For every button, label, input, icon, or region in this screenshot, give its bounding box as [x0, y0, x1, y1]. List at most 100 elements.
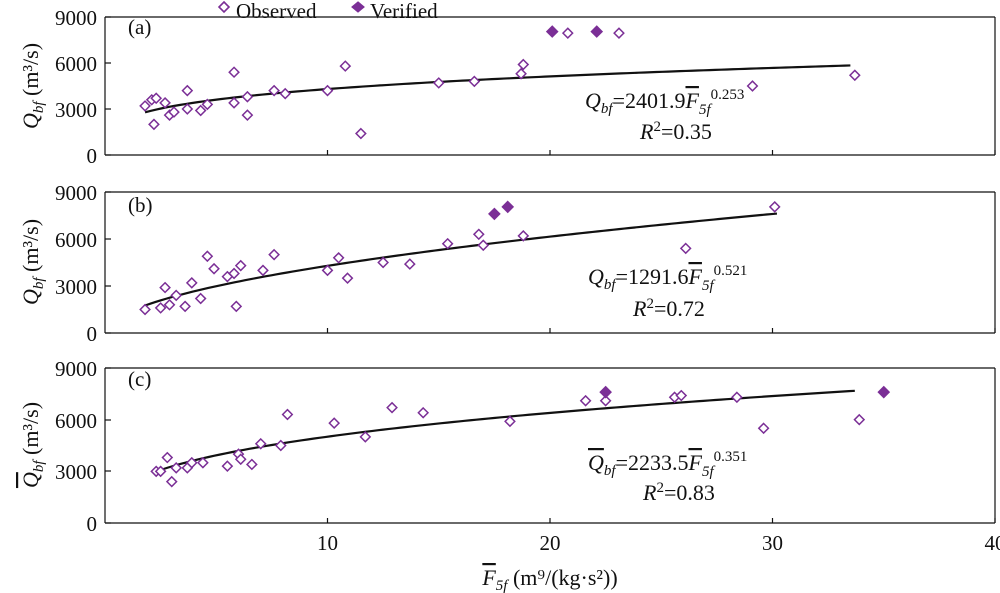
verified-point	[545, 25, 559, 38]
panel-a-y-axis-title: Qbf (m³/s)	[18, 43, 47, 129]
panel-a-equation-variable-subscript: 5f	[699, 102, 713, 118]
observed-point	[848, 69, 861, 82]
panel-b-equation-lhs-subscript: bf	[604, 277, 618, 293]
panel-b-y-axis-title-unit: (m³/s)	[18, 219, 43, 278]
panel-a-y-tick-label: 9000	[55, 6, 97, 30]
panel-c-equation-lhs-subscript: bf	[604, 463, 618, 479]
panel-a-y-axis-title-unit: (m³/s)	[18, 43, 43, 102]
panel-a-r-squared-superscript: 2	[653, 119, 661, 135]
x-tick-label: 10	[317, 531, 338, 555]
observed-point	[268, 84, 280, 97]
observed-point	[194, 292, 207, 305]
observed-point	[201, 98, 214, 111]
observed-point	[179, 300, 191, 313]
observed-point	[355, 127, 367, 140]
observed-point	[181, 103, 194, 115]
panel-a: 9000 6000 3000 0 (a) Qbf (m³/s) Qbf=2401…	[18, 6, 996, 168]
panel-c-equation-coefficient: =2233.5	[616, 450, 689, 475]
panel-c-r-squared-symbol: R	[642, 480, 657, 505]
panel-b-equation: Qbf=1291.6F5f0.521	[588, 263, 747, 294]
observed-point	[679, 242, 692, 255]
observed-point	[185, 456, 198, 469]
observed-point	[139, 100, 151, 112]
panel-c-equation-lhs: Q	[588, 450, 604, 475]
observed-point	[148, 118, 160, 131]
observed-point	[477, 239, 490, 252]
x-tick-label: 40	[985, 531, 1000, 555]
panel-a-equation-coefficient: =2401.9	[613, 88, 686, 113]
x-axis-title: F5f (m⁹/(kg·s²))	[481, 565, 617, 593]
panel-b-tag: (b)	[128, 193, 153, 217]
panel-a-equation-lhs: Q	[585, 88, 601, 113]
observed-point	[517, 230, 530, 242]
observed-point	[339, 60, 352, 72]
observed-point	[241, 109, 254, 121]
panel-c-equation-exponent: 0.351	[714, 449, 748, 465]
panel-c-y-tick-label: 0	[87, 512, 98, 536]
observed-point	[599, 394, 612, 407]
observed-point	[359, 431, 372, 443]
panel-a-r-squared-value: =0.35	[661, 119, 712, 144]
panel-b-r-squared-superscript: 2	[646, 296, 654, 312]
observed-point	[613, 27, 625, 39]
panel-c-r-squared-superscript: 2	[656, 480, 664, 496]
panel-a-equation-lhs-subscript: bf	[601, 101, 615, 117]
panel-b: 9000 6000 3000 0 (b) Qbf (m³/s) Qbf=1291…	[18, 181, 996, 346]
panel-a-r-squared: R2=0.35	[639, 119, 712, 144]
panel-b-y-tick-label: 6000	[55, 228, 97, 252]
observed-point	[257, 264, 269, 277]
panel-b-equation-coefficient: =1291.6	[616, 264, 689, 289]
panel-b-equation-variable: F	[687, 264, 702, 289]
panel-b-equation-exponent: 0.521	[714, 263, 748, 279]
observed-point	[228, 97, 240, 109]
observed-point	[279, 87, 292, 100]
observed-point	[341, 272, 354, 285]
panel-c-equation-variable: F	[687, 450, 702, 475]
verified-point	[599, 385, 612, 399]
observed-point	[472, 228, 485, 241]
observed-point	[194, 104, 207, 117]
panel-a-plot	[139, 25, 861, 140]
panel-b-y-axis-title: Qbf (m³/s)	[18, 219, 47, 305]
panel-a-r-squared-symbol: R	[639, 119, 654, 144]
observed-point	[731, 391, 743, 404]
panel-a-equation-exponent: 0.253	[711, 87, 745, 103]
panel-a-y-axis-title-subscript: bf	[31, 100, 47, 114]
observed-point	[321, 84, 334, 97]
observed-point	[254, 437, 267, 450]
observed-point	[746, 80, 759, 92]
observed-point	[208, 262, 220, 275]
observed-point	[230, 300, 243, 313]
observed-point	[468, 75, 481, 88]
observed-point	[853, 413, 866, 426]
panel-b-y-axis-title-symbol: Q	[18, 289, 43, 305]
observed-point	[170, 289, 183, 302]
observed-point	[332, 251, 345, 264]
panel-a-equation-variable: F	[684, 88, 699, 113]
observed-point	[197, 456, 209, 469]
observed-point	[268, 248, 280, 261]
panel-b-plot	[139, 200, 781, 316]
x-tick-label: 30	[762, 531, 783, 555]
panel-a-tag: (a)	[128, 15, 151, 39]
panel-b-y-tick-label: 9000	[55, 181, 97, 205]
observed-point	[386, 401, 398, 414]
verified-point	[488, 207, 501, 221]
fit-curve	[155, 389, 855, 473]
observed-point	[168, 106, 180, 118]
observed-point	[150, 92, 163, 105]
observed-point	[163, 298, 176, 311]
observed-point	[154, 302, 167, 314]
x-tick-label: 20	[540, 531, 561, 555]
observed-point	[139, 303, 151, 316]
observed-point	[441, 237, 454, 250]
panel-a-y-tick-label: 0	[87, 144, 98, 168]
x-axis-title-symbol: F	[481, 565, 496, 590]
observed-point	[234, 259, 247, 272]
observed-point	[241, 90, 254, 103]
observed-point	[181, 84, 194, 97]
panel-a-equation: Qbf=2401.9F5f0.253	[585, 87, 744, 118]
legend-observed-label: Observed	[236, 0, 317, 23]
observed-point	[281, 408, 294, 421]
